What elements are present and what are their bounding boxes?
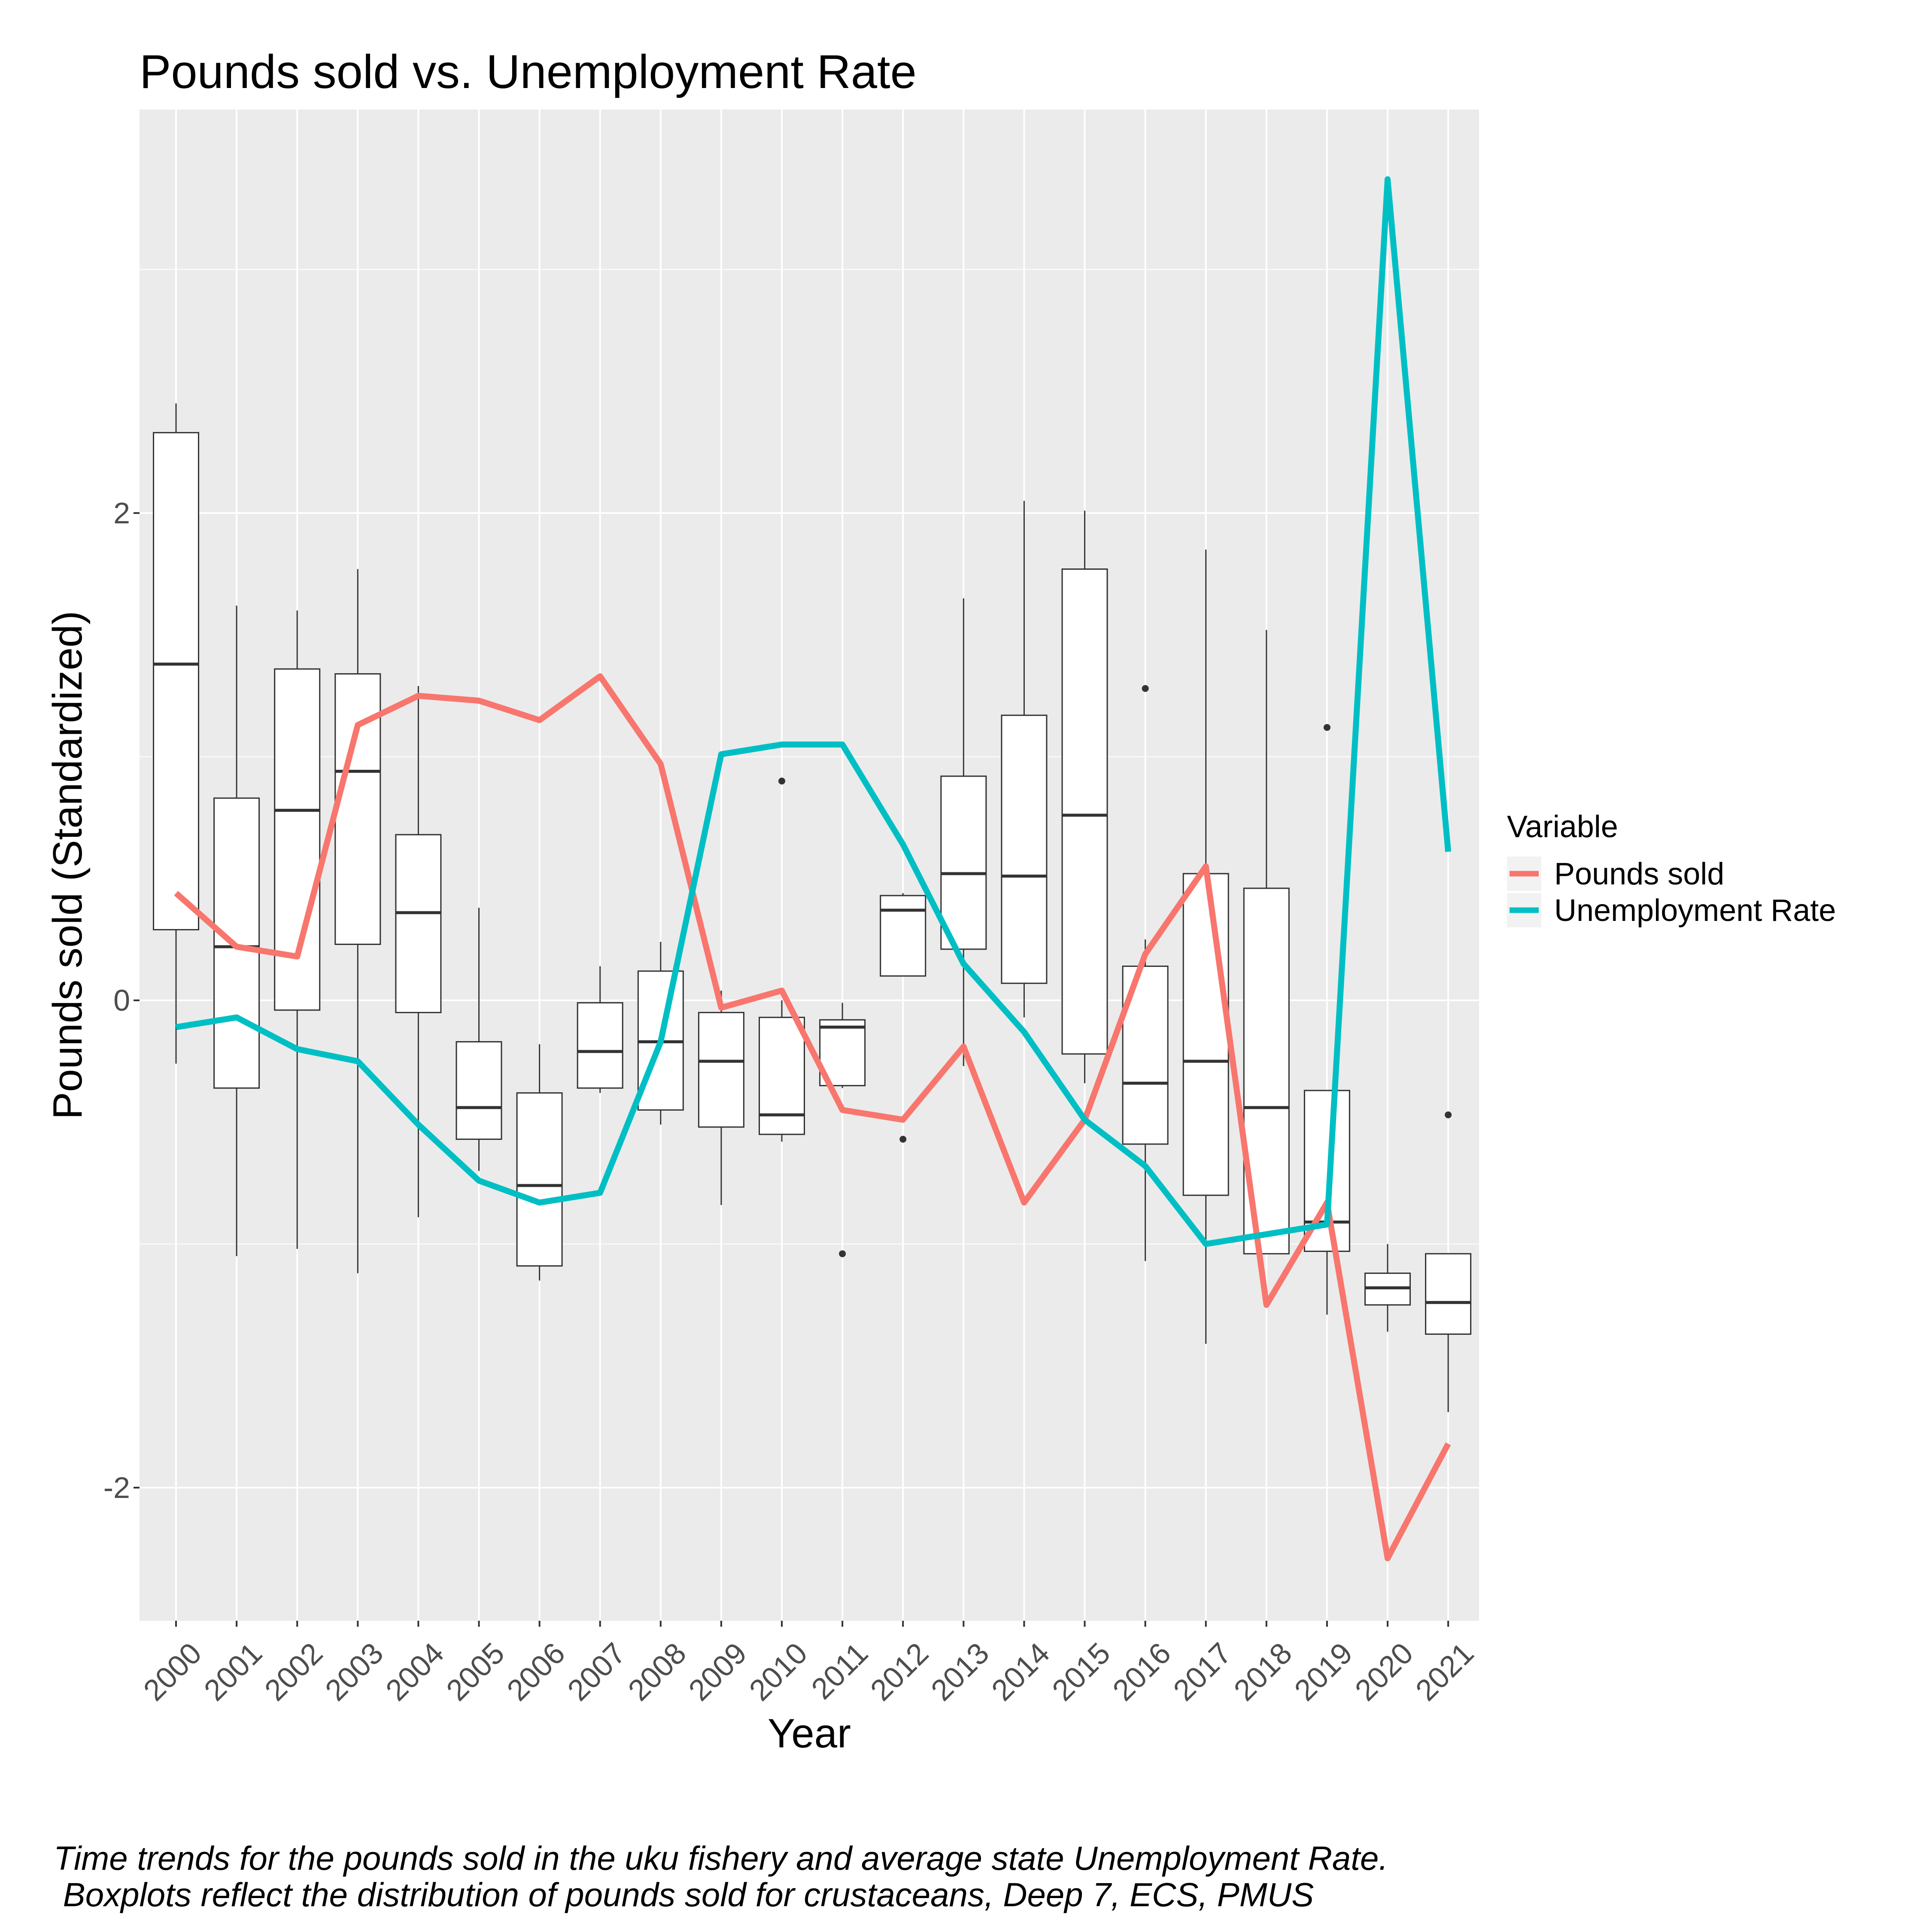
box-iqr bbox=[153, 432, 199, 930]
caption-line-2: Boxplots reflect the distribution of pou… bbox=[54, 1876, 1314, 1914]
y-tick-label: 2 bbox=[113, 496, 130, 530]
x-tick-label: 2018 bbox=[1227, 1636, 1298, 1707]
y-tick-label: -2 bbox=[103, 1471, 130, 1504]
box-iqr bbox=[1182, 873, 1229, 1196]
legend-label-pounds-sold: Pounds sold bbox=[1554, 857, 1724, 891]
x-tick-label: 2012 bbox=[864, 1636, 935, 1707]
x-tick-label: 2005 bbox=[440, 1636, 510, 1707]
box-iqr bbox=[698, 1012, 744, 1128]
y-axis: -2 0 2 bbox=[103, 496, 140, 1504]
box-outlier bbox=[899, 1136, 907, 1143]
box-2009 bbox=[698, 990, 744, 1205]
x-tick-label: 2017 bbox=[1167, 1636, 1238, 1707]
box-2007 bbox=[577, 966, 623, 1093]
box-outlier bbox=[1323, 724, 1331, 731]
box-iqr bbox=[1001, 714, 1048, 984]
x-tick-label: 2002 bbox=[258, 1636, 329, 1707]
box-iqr bbox=[880, 895, 927, 977]
x-tick-label: 2006 bbox=[501, 1636, 571, 1707]
x-tick-label: 2016 bbox=[1106, 1636, 1177, 1707]
box-2000 bbox=[153, 403, 199, 1064]
box-outlier bbox=[778, 778, 785, 785]
box-iqr bbox=[940, 775, 987, 950]
box-2004 bbox=[395, 686, 442, 1218]
legend-label-unemployment-rate: Unemployment Rate bbox=[1554, 893, 1836, 928]
box-2005 bbox=[456, 908, 502, 1171]
x-tick-label: 2011 bbox=[805, 1636, 875, 1706]
x-tick-label: 2001 bbox=[197, 1636, 268, 1707]
legend: Variable Pounds sold Unemployment Rate bbox=[1507, 810, 1836, 928]
chart-title: Pounds sold vs. Unemployment Rate bbox=[140, 46, 917, 98]
box-outlier bbox=[839, 1250, 846, 1258]
series-lines bbox=[174, 176, 1452, 1561]
x-tick-label: 2004 bbox=[379, 1636, 450, 1707]
x-tick-label: 2015 bbox=[1045, 1636, 1116, 1707]
x-tick-label: 2019 bbox=[1288, 1636, 1359, 1707]
box-2015 bbox=[1061, 510, 1108, 1083]
y-tick-label: 0 bbox=[113, 984, 130, 1017]
box-2014 bbox=[1001, 501, 1048, 1018]
box-iqr bbox=[759, 1017, 805, 1135]
x-tick-label: 2010 bbox=[743, 1636, 814, 1707]
series-line-unemployment-rate bbox=[175, 176, 1452, 1247]
box-iqr bbox=[1061, 568, 1108, 1055]
box-2013 bbox=[940, 598, 987, 1066]
box-2006 bbox=[516, 1044, 563, 1281]
box-2012 bbox=[880, 893, 927, 1143]
legend-title: Variable bbox=[1507, 810, 1618, 844]
x-tick-label: 2007 bbox=[561, 1636, 632, 1707]
box-iqr bbox=[395, 834, 442, 1013]
x-axis-label: Year bbox=[768, 1710, 851, 1756]
x-tick-label: 2003 bbox=[319, 1636, 389, 1707]
box-iqr bbox=[516, 1092, 563, 1267]
x-tick-label: 2014 bbox=[985, 1636, 1056, 1707]
x-tick-label: 2009 bbox=[682, 1636, 753, 1707]
series-line-pounds-sold bbox=[174, 673, 1451, 1561]
box-iqr bbox=[1425, 1253, 1472, 1335]
box-outlier bbox=[1142, 685, 1149, 692]
box-2017 bbox=[1182, 550, 1229, 1344]
box-iqr bbox=[456, 1041, 502, 1140]
box-outlier bbox=[1445, 1111, 1452, 1118]
box-2020 bbox=[1364, 1244, 1411, 1332]
caption-line-1: Time trends for the pounds sold in the u… bbox=[54, 1839, 1388, 1877]
x-axis: 2000200120022003200420052006200720082009… bbox=[137, 1621, 1480, 1707]
x-tick-label: 2000 bbox=[137, 1636, 208, 1707]
box-2021 bbox=[1425, 1111, 1472, 1413]
x-tick-label: 2021 bbox=[1409, 1636, 1480, 1707]
x-tick-label: 2013 bbox=[924, 1636, 995, 1707]
y-axis-label: Pounds sold (Standardized) bbox=[45, 611, 91, 1120]
x-tick-label: 2020 bbox=[1349, 1636, 1419, 1707]
x-tick-label: 2008 bbox=[622, 1636, 693, 1707]
box-iqr bbox=[577, 1002, 623, 1089]
box-2010 bbox=[759, 778, 805, 1142]
